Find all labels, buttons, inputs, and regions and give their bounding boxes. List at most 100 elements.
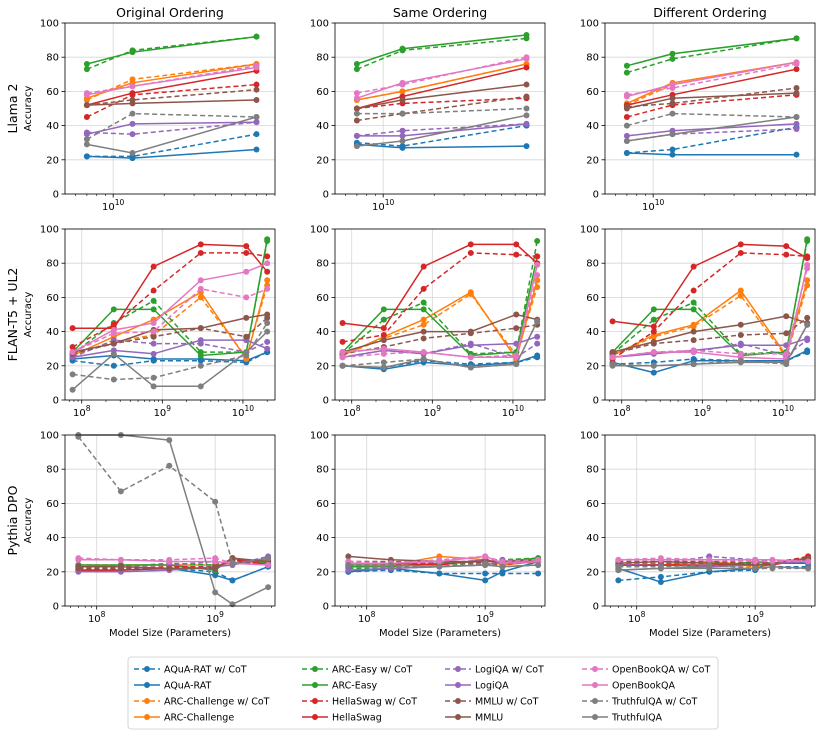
data-point: [623, 132, 630, 139]
data-point: [253, 33, 260, 40]
y-tick-label: 40: [46, 121, 59, 132]
legend-item: HellaSwag w/ CoT: [302, 697, 417, 708]
x-tick-label: 1010: [502, 404, 525, 419]
data-point: [265, 561, 272, 568]
legend-swatch-marker: [312, 682, 318, 688]
data-point: [264, 345, 271, 352]
legend-item: MMLU: [445, 713, 503, 724]
data-point: [129, 149, 136, 156]
data-point: [399, 132, 406, 139]
data-point: [129, 100, 136, 107]
data-point: [253, 86, 260, 93]
data-point: [83, 141, 90, 148]
legend-label: HellaSwag w/ CoT: [332, 697, 417, 708]
legend-item: OpenBookQA w/ CoT: [582, 665, 710, 676]
data-point: [212, 498, 219, 505]
data-point: [783, 251, 790, 258]
legend-item: ARC-Easy w/ CoT: [302, 665, 413, 676]
data-point: [265, 584, 272, 591]
legend-item: TruthfulQA: [582, 713, 663, 724]
legend: AQuA-RAT w/ CoT AQuA-RAT ARC-Challenge w/ …: [127, 656, 719, 730]
column-title: Same Ordering: [393, 5, 487, 20]
data-point: [793, 114, 800, 121]
series-line: [72, 285, 268, 359]
y-tick-label: 100: [310, 225, 329, 236]
series-line: [612, 252, 808, 360]
legend-swatch-marker: [144, 698, 150, 704]
data-point: [793, 35, 800, 42]
series-line: [342, 264, 538, 359]
data-point: [243, 268, 250, 275]
data-point: [690, 337, 697, 344]
legend-item: LogiQA w/ CoT: [445, 665, 544, 676]
series-line: [626, 87, 797, 108]
data-point: [150, 333, 157, 340]
data-point: [339, 362, 346, 369]
y-tick-label: 80: [316, 259, 329, 270]
y-tick-label: 100: [40, 19, 59, 30]
data-point: [420, 349, 427, 356]
data-point: [264, 285, 271, 292]
data-point: [783, 243, 790, 250]
data-point: [229, 577, 236, 584]
data-point: [387, 561, 394, 568]
data-point: [690, 328, 697, 335]
series-line: [626, 94, 797, 118]
data-point: [650, 306, 657, 313]
data-point: [467, 241, 474, 248]
panel-r2-c1: 0 20 40 60 80 100 108 109 Model Size (Parameters…: [310, 431, 546, 639]
series-line: [612, 317, 808, 355]
data-point: [129, 83, 136, 90]
panel-frame: [604, 228, 816, 401]
data-point: [793, 84, 800, 91]
series-line: [72, 322, 268, 381]
y-tick-label: 80: [586, 53, 599, 64]
data-point: [197, 285, 204, 292]
series-line: [342, 286, 538, 358]
data-point: [783, 330, 790, 337]
data-point: [129, 90, 136, 97]
data-point: [805, 565, 812, 572]
x-axis-label: Model Size (Parameters): [379, 628, 501, 639]
series-line: [618, 557, 809, 566]
data-point: [197, 277, 204, 284]
series-line: [618, 557, 809, 563]
y-tick-label: 80: [586, 465, 599, 476]
data-point: [265, 555, 272, 562]
data-point: [380, 350, 387, 357]
data-point: [420, 355, 427, 362]
data-point: [117, 488, 124, 495]
y-tick-label: 80: [46, 259, 59, 270]
data-point: [380, 316, 387, 323]
data-point: [669, 81, 676, 88]
data-point: [467, 342, 474, 349]
data-point: [353, 110, 360, 117]
series-line: [86, 121, 257, 135]
data-point: [264, 277, 271, 284]
data-point: [129, 120, 136, 127]
data-point: [150, 350, 157, 357]
x-tick-label: 108: [73, 404, 91, 419]
y-tick-label: 40: [46, 327, 59, 338]
data-point: [264, 338, 271, 345]
data-point: [197, 337, 204, 344]
y-tick-label: 100: [310, 431, 329, 442]
y-tick-label: 20: [316, 155, 329, 166]
data-point: [264, 320, 271, 327]
data-point: [482, 561, 489, 568]
data-point: [752, 556, 759, 563]
y-tick-label: 60: [586, 87, 599, 98]
row-label: Llama 2: [5, 84, 20, 134]
data-point: [420, 328, 427, 335]
data-point: [264, 311, 271, 318]
data-point: [69, 349, 76, 356]
legend-label: LogiQA: [475, 681, 509, 692]
data-point: [657, 579, 664, 586]
data-point: [264, 268, 271, 275]
data-point: [380, 337, 387, 344]
data-point: [150, 355, 157, 362]
legend-item: TruthfulQA w/ CoT: [582, 697, 698, 708]
legend-swatch-marker: [312, 666, 318, 672]
data-point: [83, 153, 90, 160]
data-point: [513, 241, 520, 248]
